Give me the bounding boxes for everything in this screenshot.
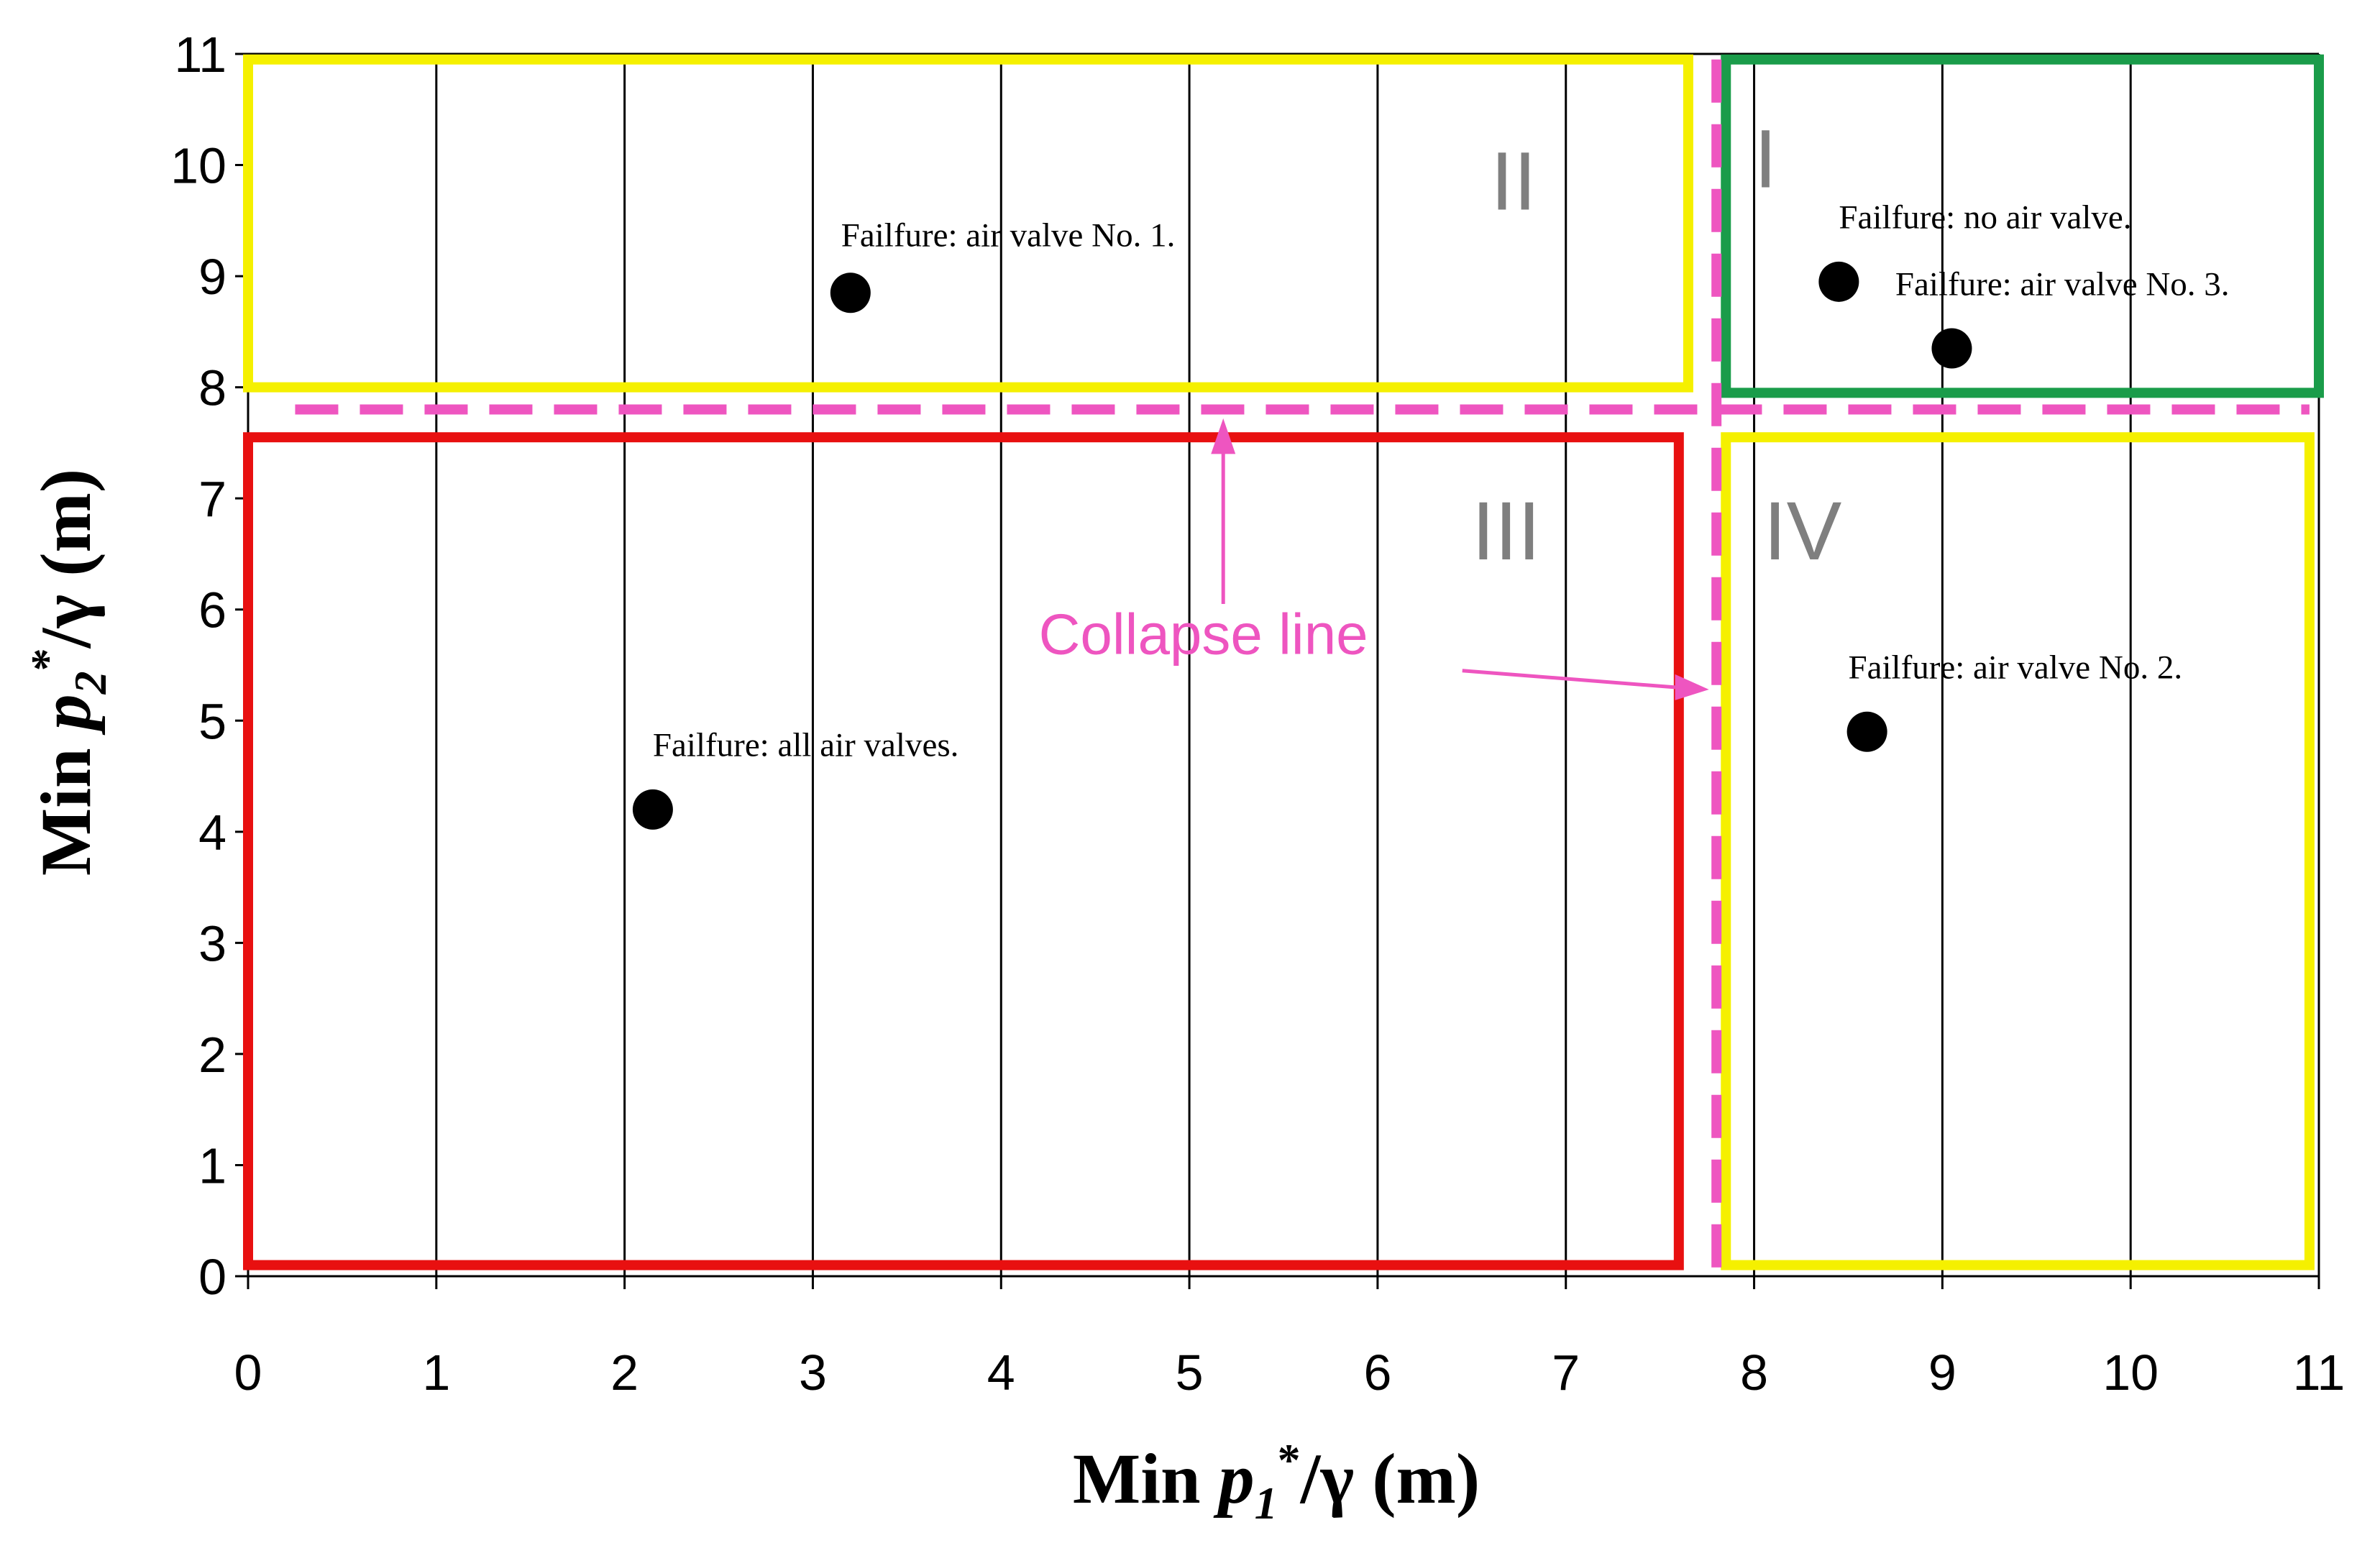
data-point [632,789,673,830]
region-ii-box [243,54,1693,393]
data-point [830,272,871,313]
x-tick-label: 7 [1552,1345,1580,1401]
tick-labels: 0 1 2 3 4 5 6 7 8 9 10 11 0 1 2 3 4 5 6 7 8 9 10 11 [170,27,2345,1401]
x-tick-label: 0 [234,1345,262,1401]
region-label-iii: III [1472,485,1541,577]
regions [243,54,2324,1270]
collapse-arrow-right-shaft [1462,669,1675,690]
x-axis-title: Min p1*/γ (m) [1073,1434,1480,1529]
data-point-label: Failfure: no air valve. [1839,199,2131,237]
x-tick-label: 11 [2293,1345,2345,1401]
y-tick-label: 7 [198,471,226,527]
y-tick-label: 8 [198,360,226,416]
y-tick-label: 6 [198,582,226,638]
y-tick-label: 0 [198,1249,226,1305]
collapse-arrow-right-head [1675,674,1709,700]
y-tick-label: 2 [198,1027,226,1083]
x-tick-label: 9 [1928,1345,1956,1401]
x-tick-label: 2 [610,1345,639,1401]
data-point [1846,711,1887,752]
y-tick-label: 1 [198,1137,226,1194]
region-label-i: I [1754,113,1777,205]
y-tick-label: 4 [198,805,226,861]
y-tick-label: 9 [198,249,226,305]
data-point [1818,261,1859,302]
x-tick-label: 1 [422,1345,450,1401]
x-tick-label: 8 [1740,1345,1768,1401]
x-tick-label: 6 [1363,1345,1391,1401]
data-point [1931,328,1972,369]
region-label-ii: II [1491,135,1537,227]
region-iii-box [243,432,1684,1270]
axis-titles: Min p1*/γ (m) Min p2*/γ (m) [22,469,1480,1529]
x-tick-label: 4 [987,1345,1015,1401]
data-point-label: Failfure: all air valves. [653,727,958,764]
region-i-box [1721,54,2324,398]
data-point-label: Failfure: air valve No. 3. [1895,265,2230,303]
collapse-line-label: Collapse line [1039,603,1368,667]
x-tick-label: 3 [799,1345,827,1401]
y-tick-label: 10 [170,138,226,194]
collapse-arrow-up-head [1211,418,1236,454]
data-points [632,261,1972,830]
y-tick-label: 5 [198,693,226,749]
region-label-iv: IV [1764,485,1842,577]
x-tick-label: 10 [2102,1345,2159,1401]
y-tick-label: 11 [174,27,226,83]
data-point-label: Failfure: air valve No. 2. [1848,649,2182,687]
x-tick-label: 5 [1176,1345,1204,1401]
y-tick-label: 3 [198,915,226,971]
collapse-line [295,59,2310,1276]
region-iv-box [1721,432,2315,1270]
data-point-label: Failfure: air valve No. 1. [841,216,1176,254]
y-axis-title: Min p2*/γ (m) [22,469,116,876]
